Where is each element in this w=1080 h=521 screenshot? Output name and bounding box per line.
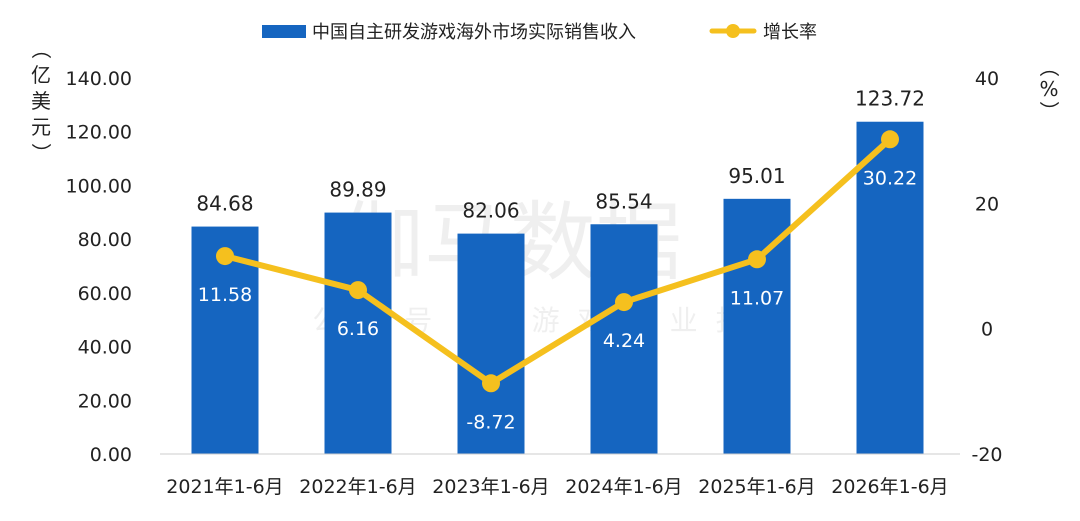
growth-rate-label: 6.16 [337,318,379,340]
x-tick-label: 2025年1-6月 [698,476,815,498]
y-left-tick-label: 100.00 [66,175,132,197]
y-right-tick-label: -20 [971,444,1002,466]
growth-rate-label: -8.72 [466,411,515,433]
y-left-tick-label: 120.00 [66,122,132,144]
legend-label-line: 增长率 [763,22,817,43]
bar [457,233,525,454]
y-left-unit: 美 [31,89,51,113]
y-left-unit: ） [29,143,53,163]
data-labels: 84.68 89.89 82.06 85.54 95.01 123.72 11.58 6.16… [196,87,925,434]
y-left-tick-label: 0.00 [90,444,132,466]
y-left-tick-label: 40.00 [78,337,132,359]
bar-value-label: 95.01 [728,164,785,188]
growth-rate-label: 11.07 [730,287,784,309]
y-left-tick-label: 20.00 [78,390,132,412]
growth-rate-label: 4.24 [603,330,645,352]
y-right-unit: ） [1037,101,1061,121]
bars [191,121,924,455]
y-left-unit: （ [29,39,53,59]
growth-point [349,281,367,300]
x-tick-label: 2023年1-6月 [432,476,549,498]
growth-point [482,374,500,393]
bar [324,212,392,454]
y-right-tick-label: 20 [975,193,999,215]
legend-swatch-marker [726,24,740,38]
y-left-unit: 元 [31,115,51,139]
legend-swatch-bar [262,25,306,38]
growth-point [748,250,766,269]
y-right-tick-label: 0 [981,319,993,341]
x-tick-label: 2022年1-6月 [299,476,416,498]
growth-rate-label: 30.22 [863,167,917,189]
y-left-tick-label: 140.00 [66,68,132,90]
growth-point [615,293,633,312]
watermark-sub: 公众号 | 游戏产业报告 [312,304,807,337]
y-right-tick-label: 40 [975,68,999,90]
x-tick-label: 2021年1-6月 [166,476,283,498]
growth-point [216,247,234,266]
bar-value-label: 89.89 [329,178,386,202]
growth-point [881,130,899,149]
x-tick-label: 2024年1-6月 [565,476,682,498]
growth-rate-label: 11.58 [198,284,252,306]
y-right-unit: % [1039,77,1058,101]
bar-value-label: 85.54 [595,189,652,213]
bar-value-label: 82.06 [462,199,519,223]
legend-label-bar: 中国自主研发游戏海外市场实际销售收入 [312,22,636,43]
y-right-unit: （ [1037,57,1061,77]
axes: 0.00 20.00 40.00 60.00 80.00 100.00 120.00 140.… [29,39,1061,498]
y-left-tick-label: 60.00 [78,283,132,305]
bar-value-label: 84.68 [196,192,253,216]
y-left-unit: 亿 [31,63,51,87]
growth-line [216,130,899,393]
legend: 中国自主研发游戏海外市场实际销售收入 增长率 [262,22,817,43]
growth-line-path [222,136,893,387]
bar [856,121,924,455]
y-left-tick-label: 80.00 [78,229,132,251]
bar-value-label: 123.72 [855,87,925,111]
bar [590,224,658,454]
x-tick-label: 2026年1-6月 [831,476,948,498]
